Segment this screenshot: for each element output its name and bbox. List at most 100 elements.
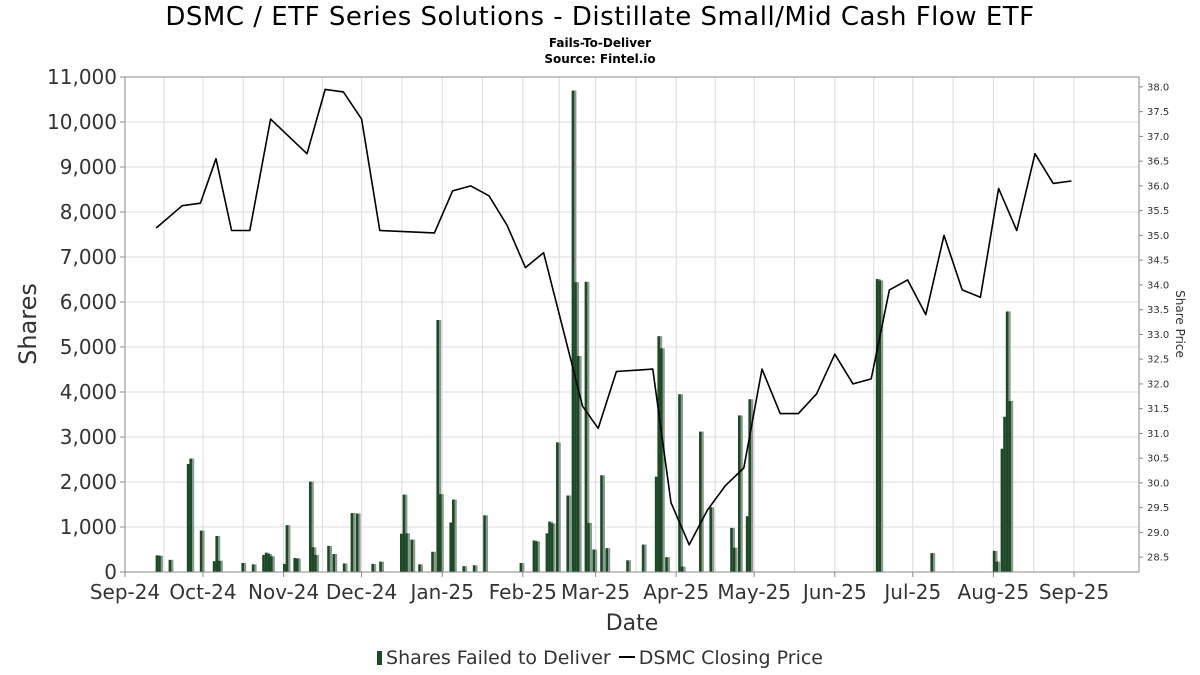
ftd-bar-shade — [1010, 401, 1014, 572]
ftd-bar — [327, 545, 330, 572]
ftd-bar — [379, 561, 382, 572]
ftd-bar-shade — [607, 548, 611, 572]
x-tick-label: Sep-25 — [1039, 580, 1109, 604]
ftd-bar — [293, 558, 296, 572]
ftd-bar — [285, 525, 289, 572]
y2-tick-label: 32.0 — [1147, 379, 1169, 390]
ftd-bar — [576, 356, 580, 572]
ftd-bar-shade — [298, 558, 301, 572]
ftd-bar — [532, 540, 536, 572]
ftd-bar — [738, 415, 741, 572]
x-tick-label: Nov-24 — [248, 580, 319, 604]
y2-tick-label: 33.0 — [1147, 330, 1169, 341]
y2-tick-label: 31.5 — [1147, 404, 1169, 415]
ftd-bar-shade — [589, 522, 592, 572]
ftd-bar-shade — [880, 280, 884, 572]
ftd-bar-shade — [345, 563, 348, 572]
ftd-bar — [270, 556, 273, 572]
ftd-bar-shade — [358, 513, 361, 572]
ftd-bar-shade — [644, 544, 647, 572]
ftd-bar — [431, 551, 434, 572]
ftd-bar-shade — [441, 494, 444, 572]
legend-bars-label: Shares Failed to Deliver — [386, 647, 611, 669]
ftd-bar-shade — [750, 399, 754, 572]
ftd-bar — [267, 554, 270, 572]
y2-tick-label: 29.5 — [1147, 503, 1169, 514]
ftd-bar — [264, 552, 268, 572]
y-axis: 0 1,000 2,000 3,000 4,000 5,000 6,000 7,000 8,00… — [47, 65, 125, 584]
ftd-bar — [992, 550, 996, 572]
ftd-bar-shade — [995, 550, 998, 572]
ftd-bar — [371, 563, 374, 572]
y2-tick-label: 31.0 — [1147, 429, 1169, 440]
y-tick-label: 8,000 — [60, 200, 117, 224]
ftd-bar — [215, 536, 218, 572]
ftd-bar-shade — [485, 515, 488, 572]
ftd-bar-shade — [433, 551, 436, 572]
y2-tick-label: 30.5 — [1147, 454, 1169, 465]
ftd-bar — [309, 481, 312, 572]
ftd-bar — [592, 549, 595, 572]
ftd-bar-shade — [202, 530, 205, 572]
ftd-bar-shade — [602, 475, 605, 572]
y2-tick-label: 34.0 — [1147, 280, 1169, 291]
ftd-bar — [660, 348, 663, 572]
x-tick-label: Jul-25 — [882, 580, 941, 604]
ftd-bar — [472, 565, 476, 572]
ftd-bar — [199, 530, 203, 572]
y2-axis-label: Share Price — [1173, 290, 1187, 358]
ftd-bar-shade — [217, 536, 221, 572]
ftd-bar — [405, 533, 408, 572]
ftd-bar — [410, 539, 413, 572]
x-tick-label: Sep-24 — [90, 580, 160, 604]
bars-layer — [155, 90, 1014, 572]
y-tick-label: 9,000 — [60, 155, 117, 179]
ftd-bar — [400, 533, 403, 572]
ftd-bar-shade — [522, 563, 525, 572]
y-axis-label: Shares — [14, 283, 42, 365]
ftd-bar-shade — [587, 281, 590, 572]
y2-tick-label: 34.5 — [1147, 256, 1169, 267]
ftd-bar — [605, 548, 608, 572]
ftd-bar-shade — [628, 560, 631, 572]
x-tick-label: Dec-24 — [326, 580, 397, 604]
ftd-bar — [418, 564, 421, 572]
chart-source: Source: Fintel.io — [544, 52, 656, 66]
y2-tick-label: 30.0 — [1147, 478, 1169, 489]
ftd-bar-shade — [288, 525, 291, 572]
legend: Shares Failed to Deliver DSMC Closing Pr… — [0, 647, 1200, 669]
ftd-bar — [641, 544, 645, 572]
ftd-bar — [189, 458, 192, 572]
ftd-bar — [186, 464, 190, 572]
ftd-bar — [519, 563, 523, 572]
ftd-bar — [878, 280, 881, 572]
ftd-bar-shade — [373, 563, 377, 572]
ftd-bar — [995, 561, 998, 572]
y2-tick-label: 37.5 — [1147, 107, 1169, 118]
y-tick-label: 11,000 — [47, 65, 117, 89]
ftd-bar-shade — [662, 348, 665, 572]
ftd-bar-shade — [220, 560, 223, 572]
ftd-bar — [545, 533, 549, 572]
ftd-bar — [436, 320, 439, 572]
y-tick-label: 3,000 — [60, 425, 117, 449]
y2-tick-label: 36.5 — [1147, 157, 1169, 168]
ftd-bar — [566, 495, 569, 572]
ftd-bar-shade — [701, 431, 704, 572]
ftd-bar — [535, 541, 538, 572]
x-tick-label: Apr-25 — [643, 580, 709, 604]
ftd-bar-shade — [579, 356, 582, 572]
plot-frame — [124, 76, 1140, 573]
ftd-bar — [730, 527, 733, 572]
ftd-bar-shade — [537, 541, 540, 572]
legend-line-swatch — [618, 656, 635, 658]
y2-tick-label: 32.5 — [1147, 355, 1169, 366]
ftd-bar — [548, 521, 551, 572]
ftd-bar-shade — [594, 549, 598, 572]
ftd-bar-shade — [667, 557, 670, 572]
ftd-bar — [654, 476, 658, 572]
y2-tick-label: 36.0 — [1147, 181, 1169, 192]
ftd-bar — [462, 566, 465, 572]
ftd-bar-shade — [272, 556, 275, 572]
